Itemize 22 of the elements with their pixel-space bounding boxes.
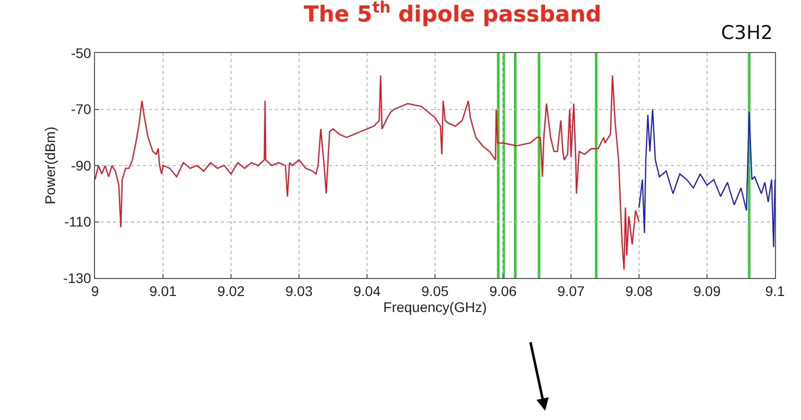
x-tick-label: 9.09 <box>693 282 721 299</box>
y-tick-label: -70 <box>70 101 92 118</box>
y-tick-label: -110 <box>64 214 92 230</box>
x-tick-label: 9 <box>91 282 100 299</box>
y-tick-label: -130 <box>63 270 92 286</box>
line-series <box>95 74 640 270</box>
y-tick-label: -90 <box>70 157 92 174</box>
x-tick-label: 9.08 <box>625 282 653 299</box>
x-tick-label: 9.02 <box>217 282 245 299</box>
x-tick-label: 9.07 <box>557 282 585 299</box>
chart-title: The 5$^{th}$ dipole passband <box>304 0 602 28</box>
x-tick-label: 9.06 <box>489 282 517 299</box>
x-tick-label: 9.1 <box>765 282 785 299</box>
y-axis-title: Power(dBm) <box>42 126 58 204</box>
x-tick-label: 9.05 <box>421 282 449 299</box>
y-tick-label: -50 <box>70 44 92 61</box>
text: C3H2 <box>721 22 773 44</box>
x-axis-title: Frequency(GHz) <box>383 298 487 315</box>
line-series <box>638 108 775 248</box>
x-tick-label: 9.03 <box>285 282 313 299</box>
x-tick-label: 9.04 <box>353 282 381 299</box>
x-tick-label: 9.01 <box>149 282 177 299</box>
